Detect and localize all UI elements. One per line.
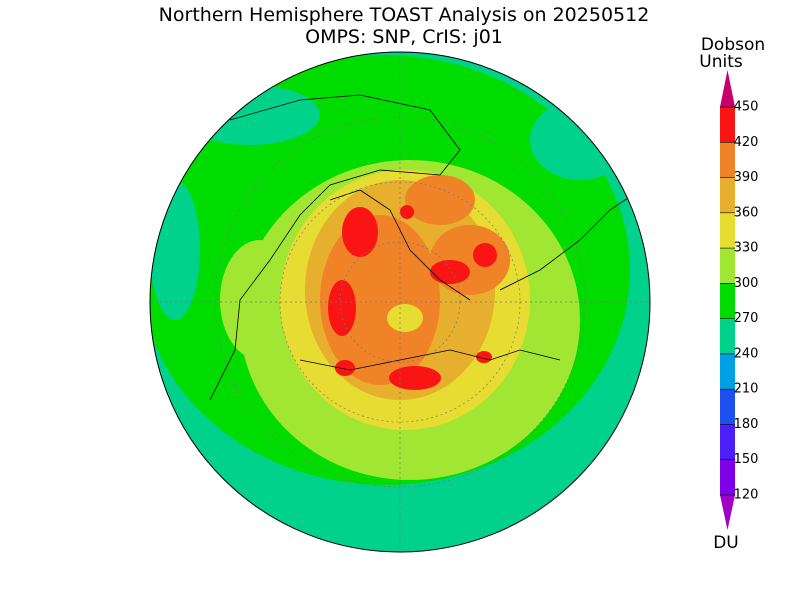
colorbar-title: Dobson: [701, 35, 765, 55]
colorbar: 120 150 180 210 240 270 300 330 360 390 420 450: [720, 70, 758, 530]
colorbar-tick-label: 180: [734, 417, 759, 432]
colorbar-tick-label: 420: [734, 135, 759, 150]
colorbar-tick-label: 300: [734, 276, 759, 291]
map-border: [149, 51, 651, 553]
colorbar-under-arrow: [720, 495, 735, 530]
colorbar-band: [720, 459, 735, 495]
colorbar-tick-label: 240: [734, 346, 759, 361]
colorbar-tick-label: 120: [734, 488, 759, 503]
ozone-map: [150, 52, 650, 552]
colorbar-tick-label: 450: [734, 100, 759, 115]
title: Northern Hemisphere TOAST Analysis on 20…: [159, 4, 650, 26]
colorbar-tick-label: 210: [734, 382, 759, 397]
colorbar-band: [720, 353, 735, 390]
colorbar-band: [720, 389, 735, 425]
colorbar-over-arrow: [720, 70, 735, 107]
colorbar-band: [720, 177, 735, 213]
colorbar-tick-label: 150: [734, 452, 759, 467]
colorbar-tick-label: 330: [734, 241, 759, 256]
colorbar-band: [720, 107, 735, 143]
colorbar-unit: DU: [713, 533, 739, 553]
colorbar-band: [720, 424, 735, 460]
subtitle: OMPS: SNP, CrIS: j01: [305, 26, 503, 48]
colorbar-band: [720, 283, 735, 319]
colorbar-tick-label: 390: [734, 170, 759, 185]
colorbar-band: [720, 212, 735, 249]
colorbar-band: [720, 318, 735, 354]
colorbar-band: [720, 248, 735, 284]
colorbar-band: [720, 142, 735, 178]
colorbar-title: Units: [699, 52, 743, 72]
colorbar-tick-label: 360: [734, 205, 759, 220]
colorbar-tick-label: 270: [734, 311, 759, 326]
